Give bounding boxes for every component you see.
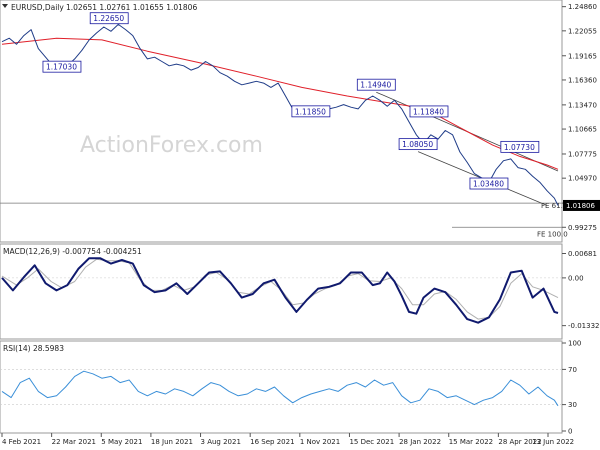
price-level-label-box (356, 78, 396, 91)
price-level-label: 1.22650 (93, 14, 124, 23)
price-level-label-box (398, 138, 438, 151)
macd-y-tick-label: 0.00681 (568, 250, 597, 258)
x-tick-label: 13 Jun 2022 (532, 438, 574, 446)
x-tick-label: 18 Jun 2021 (151, 438, 193, 446)
dropdown-triangle-icon (2, 4, 8, 8)
price-level-label: 1.03480 (473, 180, 504, 189)
header-ohlc: 1.02651 1.02761 1.01655 1.01806 (66, 3, 197, 12)
price-level-label-box (291, 105, 331, 118)
x-tick-label: 3 Aug 2021 (201, 438, 241, 446)
x-tick-label: 15 Dec 2021 (349, 438, 394, 446)
x-tick-label: 4 Feb 2021 (2, 438, 41, 446)
price-level-label: 1.17030 (46, 63, 77, 72)
fe-level-label: FE 100.0 (537, 230, 568, 238)
macd-y-tick-label: 0.00 (568, 274, 584, 282)
price-level-label: 1.11840 (413, 107, 444, 116)
current-price-label: 1.01806 (566, 202, 595, 210)
x-tick-label: 5 May 2021 (101, 438, 142, 446)
x-tick-label: 1 Nov 2021 (300, 438, 340, 446)
macd-y-tick-label: -0.013329 (568, 322, 600, 330)
price-y-tick-label: 1.13470 (568, 101, 597, 109)
header: EURUSD,Daily 1.02651 1.02761 1.01655 1.0… (2, 3, 197, 12)
price-level-label-box (89, 12, 129, 25)
price-level-label-box (409, 105, 449, 118)
price-level-label-box (42, 60, 82, 73)
macd-line (1, 257, 559, 324)
current-price-box (563, 199, 600, 211)
rsi-y-tick-label: 30 (568, 401, 577, 409)
rsi-y-tick-label: 70 (568, 366, 577, 374)
panels (0, 0, 563, 434)
price-y-tick-label: 1.24860 (568, 3, 597, 11)
x-tick-label: 22 Mar 2021 (52, 438, 96, 446)
x-tick-label: 28 Jan 2022 (399, 438, 441, 446)
price-y-tick-label: 1.16360 (568, 76, 597, 84)
plot-layer: 1.24860 1.22055 1.19165 1.16360 1.13470 1.106… (0, 3, 600, 446)
rsi-line (1, 370, 559, 407)
fe-level-label: FE 61.8 (541, 202, 567, 210)
price-level-label-box (469, 177, 509, 190)
price-y-tick-label: 1.22055 (568, 27, 597, 35)
rsi-title: RSI(14) 28.5983 (3, 344, 64, 353)
x-tick-label: 15 Mar 2022 (449, 438, 493, 446)
watermark: ActionForex.com (80, 133, 263, 158)
rsi-y-tick-label: 100 (568, 340, 581, 348)
header-symbol: EURUSD,Daily (11, 3, 64, 12)
price-y-tick-label: 1.10665 (568, 126, 597, 134)
price-y-tick-label: 1.04970 (568, 175, 597, 183)
price-level-label: 1.07730 (504, 143, 535, 152)
price-line (1, 23, 559, 206)
x-tick-label: 28 Apr 2022 (498, 438, 541, 446)
price-level-label: 1.11850 (295, 107, 326, 116)
price-level-label-box (500, 140, 540, 153)
x-tick-label: 16 Sep 2021 (250, 438, 294, 446)
price-y-tick-label: 0.99275 (568, 224, 597, 232)
rsi-y-tick-label: 0 (568, 428, 572, 436)
price-level-label: 1.14940 (360, 81, 391, 90)
price-y-tick-label: 1.07775 (568, 150, 597, 158)
price-level-label: 1.08050 (402, 140, 433, 149)
rsi-panel (0, 340, 563, 434)
macd-title: MACD(12,26,9) -0.007754 -0.004251 (3, 247, 142, 256)
price-y-tick-label: 1.19165 (568, 52, 597, 60)
price-panel (0, 0, 563, 243)
